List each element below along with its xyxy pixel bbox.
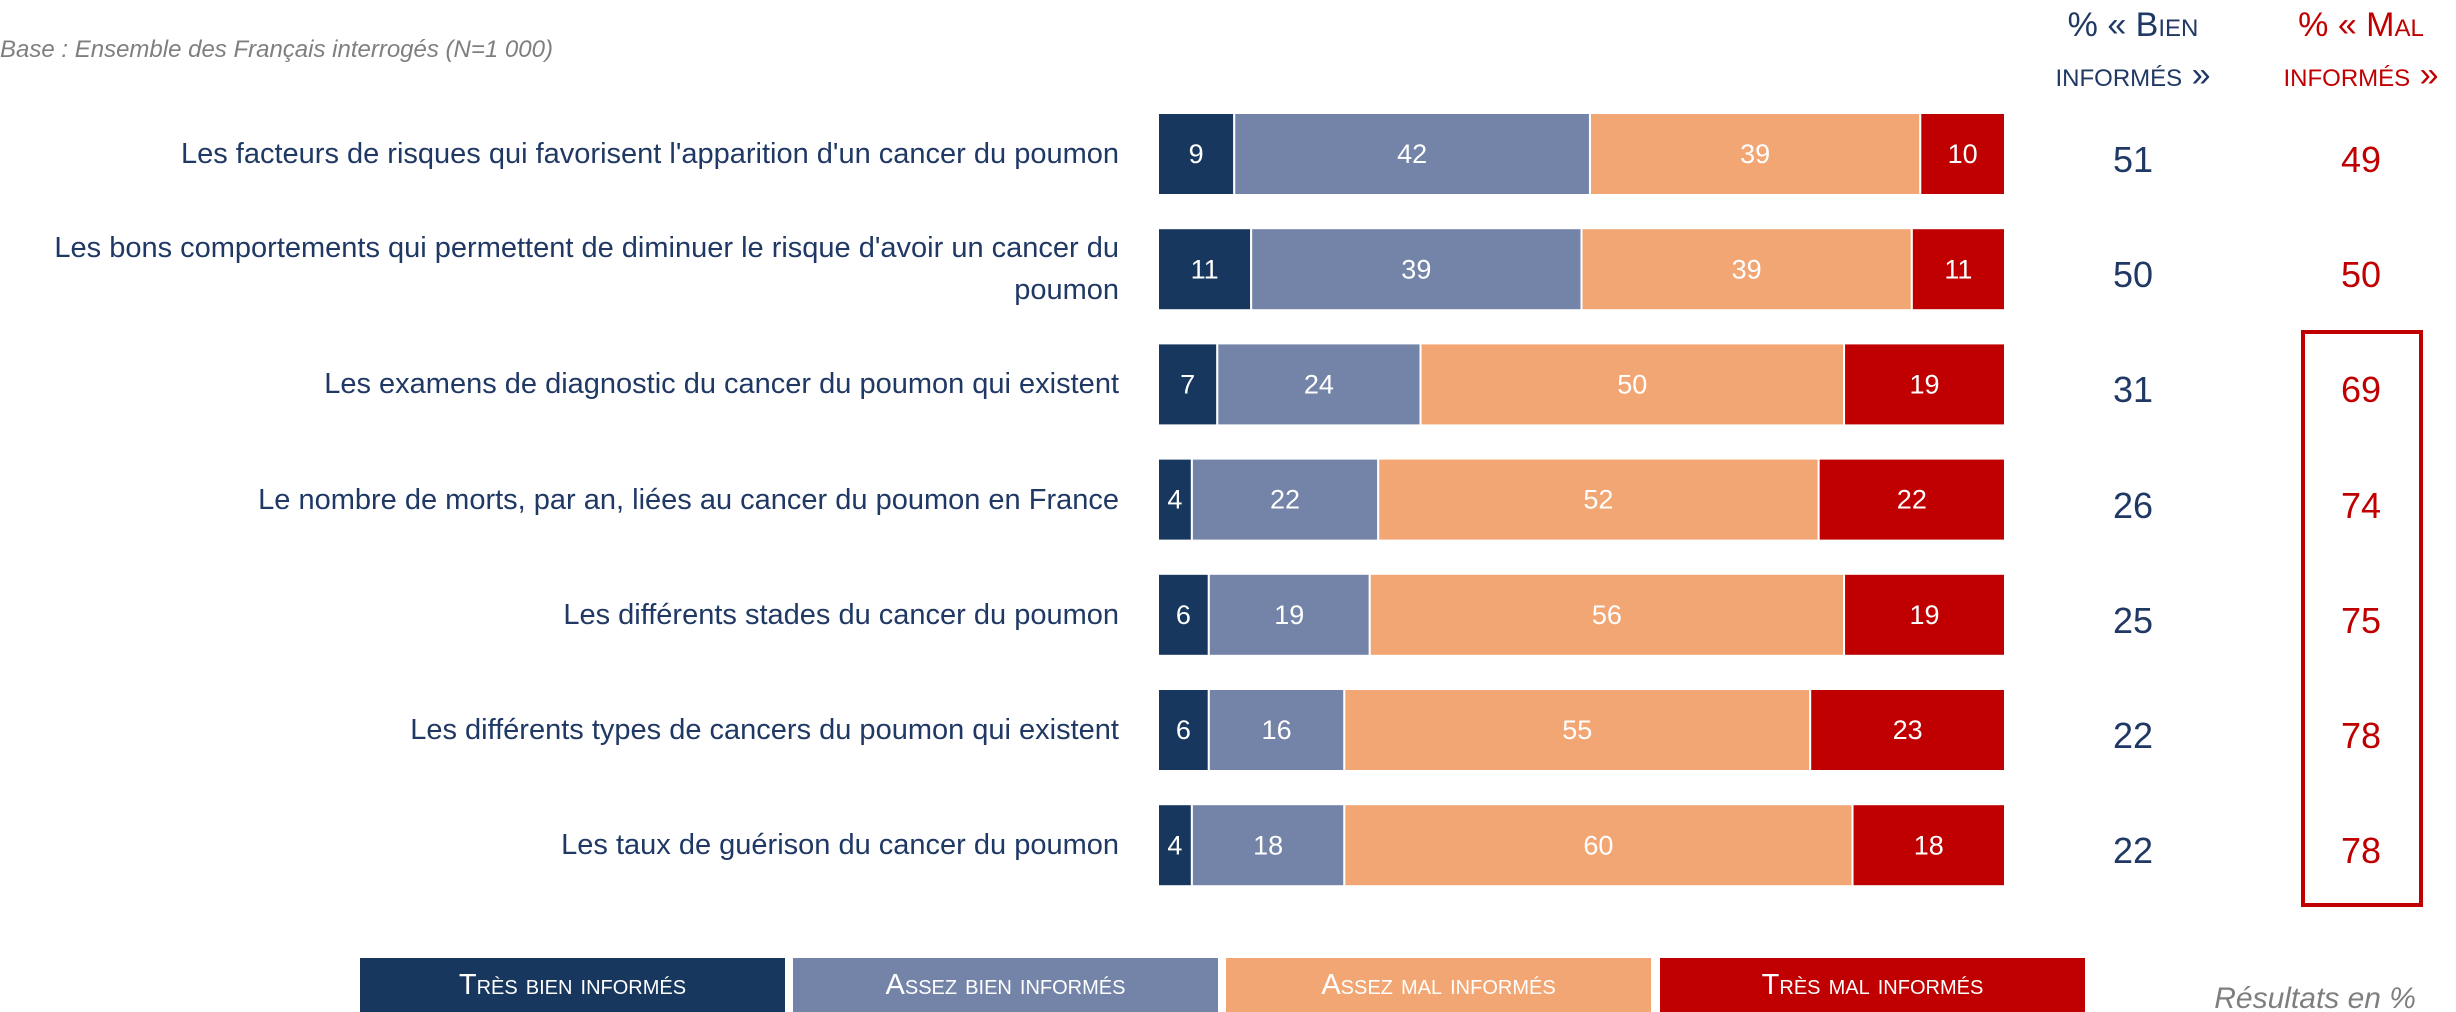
- summary-value: 78: [2340, 830, 2382, 872]
- summary-value: 26: [2112, 484, 2154, 526]
- bar-segment: [1157, 227, 1253, 312]
- data-label: 22: [1897, 485, 1927, 515]
- summary-value: 22: [2112, 830, 2154, 872]
- summary-value: 50: [2112, 254, 2154, 296]
- summary-value: 50: [2340, 254, 2382, 296]
- legend-entry: Assez bien informés: [793, 958, 1218, 1012]
- highlight-box: [2301, 330, 2423, 907]
- bar-segment: [1207, 572, 1371, 657]
- data-label: 24: [1304, 370, 1334, 400]
- bar-segment: [1190, 457, 1380, 542]
- summary-value: 22: [2112, 715, 2154, 756]
- bar-segment: [1207, 688, 1346, 772]
- data-label: 11: [1191, 254, 1219, 284]
- category-label: Les taux de guérison du cancer du poumon: [561, 829, 1119, 862]
- data-label: 42: [1397, 139, 1427, 169]
- data-label: 7: [1180, 370, 1195, 400]
- data-label: 23: [1893, 715, 1923, 745]
- data-label: 18: [1253, 830, 1283, 860]
- data-label: 50: [1617, 370, 1647, 400]
- bar-segment: [1368, 572, 1846, 657]
- bar-segment: [1910, 227, 2006, 312]
- bar-segment: [1343, 803, 1854, 888]
- data-label: 18: [1914, 830, 1944, 860]
- bar-segment: [1157, 342, 1219, 427]
- bar-segment: [1343, 688, 1812, 772]
- summary-value: 49: [2340, 139, 2382, 180]
- category-label: Les bons comportements qui permettent de…: [54, 232, 1119, 307]
- bar-segment: [1216, 342, 1422, 427]
- data-label: 6: [1176, 715, 1191, 745]
- summary-value: 25: [2112, 599, 2154, 641]
- legend-entry: Très mal informés: [1660, 958, 2085, 1012]
- summary-header: % « Bien informés »: [2055, 6, 2211, 94]
- data-label: 39: [1740, 139, 1770, 169]
- data-label: 9: [1189, 139, 1204, 169]
- summary-header: % « Mal informés »: [2283, 6, 2439, 94]
- summary-value: 31: [2112, 369, 2154, 411]
- summary-value: 69: [2340, 369, 2382, 411]
- category-label: Les différents types de cancers du poumo…: [410, 714, 1119, 746]
- data-label: 4: [1167, 830, 1182, 860]
- bar-segment: [1233, 112, 1591, 196]
- data-label: 19: [1274, 600, 1304, 630]
- footnote: Résultats en %: [2214, 982, 2416, 1012]
- bar-segment: [1419, 342, 1846, 427]
- summary-value: 74: [2340, 484, 2382, 526]
- bar-segment: [1377, 457, 1820, 542]
- data-label: 11: [1944, 254, 1972, 284]
- bar-segment: [1843, 342, 2006, 427]
- bar-segment: [1157, 112, 1236, 196]
- data-label: 4: [1167, 485, 1182, 515]
- bar-segment: [1157, 688, 1210, 772]
- bar-segment: [1190, 803, 1346, 888]
- base-note: Base : Ensemble des Français interrogés …: [0, 36, 553, 63]
- legend-entry: Assez mal informés: [1226, 958, 1651, 1012]
- data-label: 39: [1401, 254, 1431, 284]
- data-label: 19: [1910, 600, 1940, 630]
- bar-segment: [1157, 803, 1193, 888]
- category-label: Les examens de diagnostic du cancer du p…: [324, 368, 1119, 401]
- summary-value: 78: [2340, 715, 2382, 756]
- data-label: 60: [1583, 830, 1613, 860]
- category-label: Les différents stades du cancer du poumo…: [563, 598, 1119, 631]
- data-label: 52: [1583, 485, 1613, 515]
- data-label: 39: [1732, 254, 1762, 284]
- data-label: 19: [1910, 370, 1940, 400]
- bar-segment: [1809, 688, 2006, 772]
- bar-segment: [1157, 572, 1210, 657]
- data-label: 56: [1592, 600, 1622, 630]
- data-label: 22: [1270, 485, 1300, 515]
- bar-segment: [1817, 457, 2007, 542]
- category-label: Les facteurs de risques qui favorisent l…: [180, 138, 1119, 170]
- data-label: 55: [1562, 715, 1592, 745]
- data-label: 16: [1262, 715, 1292, 745]
- category-label: Le nombre de morts, par an, liées au can…: [258, 483, 1119, 516]
- bar-segment: [1580, 227, 1913, 312]
- legend-entry: Très bien informés: [360, 958, 785, 1012]
- bar-segment: [1851, 803, 2007, 888]
- bar-segment: [1919, 112, 2007, 196]
- summary-value: 51: [2112, 139, 2154, 180]
- summary-value: 75: [2340, 599, 2382, 641]
- data-label: 10: [1948, 139, 1978, 169]
- bar-segment: [1843, 572, 2006, 657]
- data-label: 6: [1176, 600, 1191, 630]
